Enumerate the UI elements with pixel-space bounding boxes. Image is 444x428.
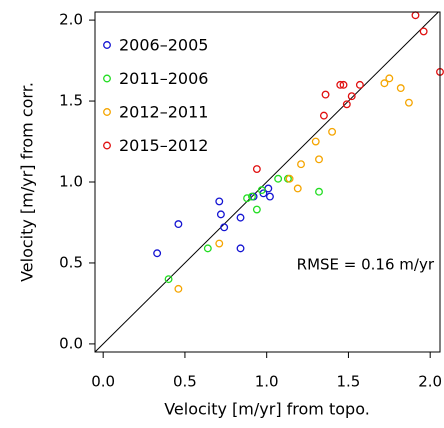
point bbox=[321, 90, 330, 99]
point bbox=[266, 192, 274, 201]
legend-marker bbox=[103, 108, 111, 116]
point bbox=[252, 165, 261, 173]
y-tick-label: 1.5 bbox=[59, 92, 83, 110]
point bbox=[380, 79, 389, 88]
legend-label: 2006–2005 bbox=[119, 36, 208, 55]
point bbox=[216, 210, 225, 219]
x-tick-label: 2.0 bbox=[418, 373, 442, 391]
point bbox=[236, 213, 245, 222]
point bbox=[274, 174, 283, 183]
point bbox=[319, 111, 328, 120]
legend-marker bbox=[103, 74, 111, 83]
y-tick-label: 1.0 bbox=[59, 173, 83, 191]
x-tick-label: 1.0 bbox=[255, 373, 279, 391]
point bbox=[339, 80, 348, 89]
point bbox=[385, 74, 394, 83]
x-tick-label: 1.5 bbox=[337, 373, 361, 391]
one-to-one-line bbox=[94, 11, 439, 353]
legend-marker bbox=[103, 141, 111, 150]
point bbox=[404, 98, 413, 107]
point bbox=[236, 244, 245, 253]
point bbox=[315, 187, 323, 196]
legend-label: 2012–2011 bbox=[119, 103, 208, 122]
point bbox=[285, 174, 294, 183]
point bbox=[215, 197, 224, 206]
point bbox=[215, 239, 224, 248]
point bbox=[248, 192, 256, 201]
point bbox=[297, 160, 305, 169]
x-tick-label: 0.0 bbox=[91, 373, 115, 391]
annotation: RMSE = 0.16 m/yr bbox=[297, 256, 435, 274]
x-axis-title: Velocity [m/yr] from topo. bbox=[164, 400, 370, 419]
point bbox=[220, 223, 229, 232]
point bbox=[174, 220, 183, 229]
point bbox=[257, 186, 266, 195]
point bbox=[174, 284, 183, 293]
y-tick-label: 2.0 bbox=[59, 11, 83, 29]
plot-frame bbox=[94, 11, 441, 353]
point bbox=[164, 275, 173, 284]
point bbox=[311, 137, 320, 146]
point bbox=[355, 80, 364, 89]
point bbox=[293, 184, 302, 193]
x-tick-label: 0.5 bbox=[173, 373, 197, 391]
point bbox=[328, 127, 337, 136]
legend-marker bbox=[103, 41, 111, 49]
y-axis-title: Velocity [m/yr] from corr. bbox=[18, 82, 37, 282]
point bbox=[153, 249, 162, 258]
point bbox=[419, 27, 428, 36]
point bbox=[396, 84, 405, 93]
point bbox=[347, 92, 356, 101]
legend-label: 2015–2012 bbox=[119, 136, 208, 155]
point bbox=[315, 155, 323, 164]
point bbox=[336, 80, 345, 89]
point bbox=[203, 244, 212, 253]
point bbox=[411, 11, 420, 20]
point bbox=[252, 205, 261, 214]
point bbox=[243, 194, 252, 203]
legend-label: 2011–2006 bbox=[119, 69, 208, 88]
point bbox=[342, 100, 351, 109]
y-tick-label: 0.0 bbox=[59, 334, 83, 352]
y-tick-label: 0.5 bbox=[59, 253, 83, 271]
